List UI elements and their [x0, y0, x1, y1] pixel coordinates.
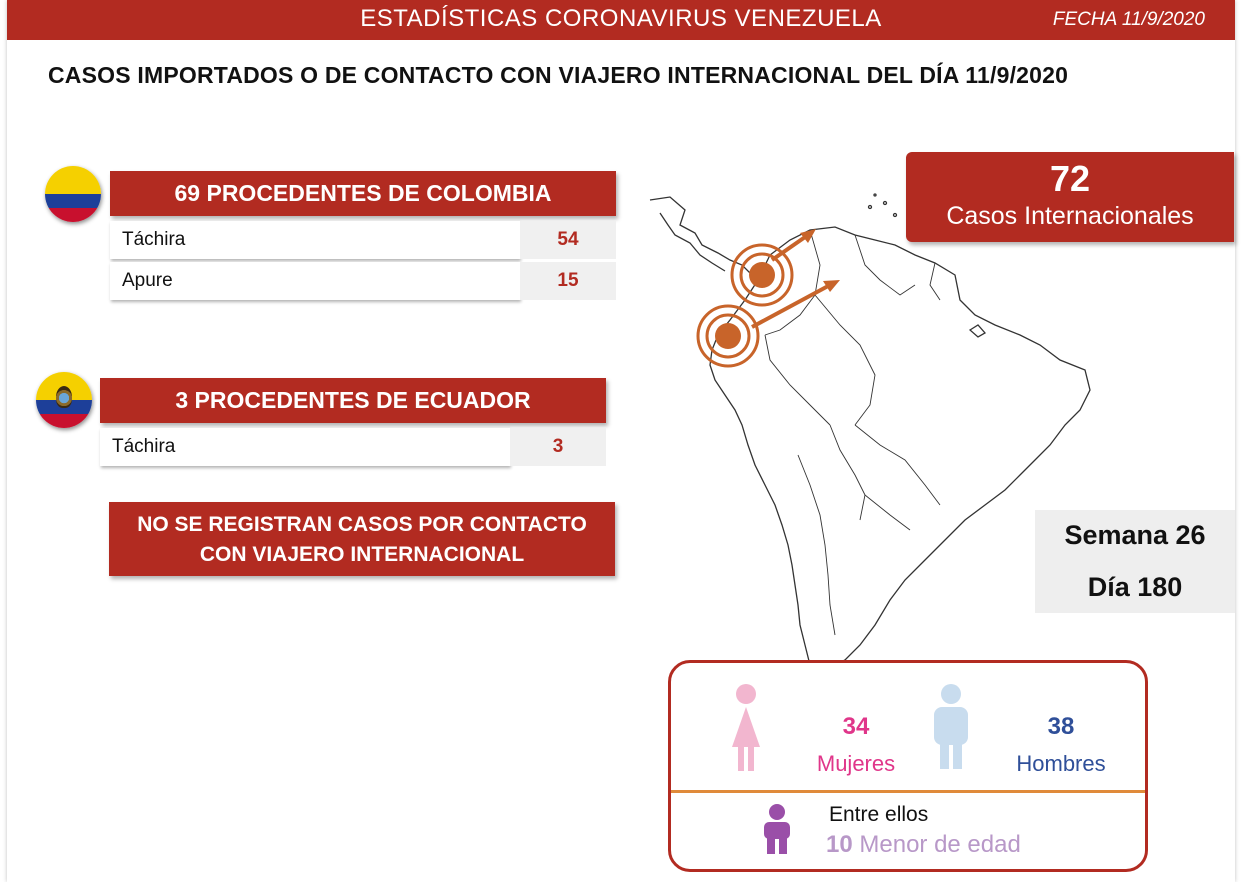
international-cases-box: 72 Casos Internacionales [906, 152, 1234, 242]
state-count: 3 [510, 428, 606, 466]
minor-count: 10 [826, 831, 853, 858]
table-row: Táchira 3 [100, 428, 606, 466]
colombia-flag-icon [45, 166, 101, 222]
international-label: Casos Internacionales [946, 202, 1194, 230]
no-contact-notice: NO SE REGISTRAN CASOS POR CONTACTO CON V… [109, 502, 615, 576]
gender-divider [671, 790, 1145, 793]
state-count: 15 [520, 262, 616, 300]
women-count: 34 [842, 713, 870, 740]
man-icon [934, 684, 968, 769]
minor-intro: Entre ellos [829, 803, 929, 826]
state-label: Táchira [100, 428, 510, 466]
state-label: Apure [110, 262, 520, 300]
men-label: Hombres [1016, 751, 1106, 776]
notice-line-1: NO SE REGISTRAN CASOS POR CONTACTO [137, 513, 587, 536]
table-row: Apure 15 [110, 262, 616, 300]
state-count: 54 [520, 221, 616, 259]
woman-icon [732, 684, 760, 771]
ecuador-flag-icon [36, 372, 92, 428]
header-date: FECHA 11/9/2020 [1052, 9, 1205, 30]
gender-breakdown-box: 34 Mujeres 38 Hombres Entre ellos 10 Men… [668, 660, 1148, 872]
minor-label: Menor de edad [859, 831, 1021, 858]
south-america-map [649, 193, 1091, 665]
colombia-title: 69 PROCEDENTES DE COLOMBIA [110, 171, 616, 216]
ecuador-title: 3 PROCEDENTES DE ECUADOR [100, 378, 606, 423]
child-icon [764, 804, 790, 854]
header-title: ESTADÍSTICAS CORONAVIRUS VENEZUELA [360, 5, 882, 32]
day-label: Día 180 [1087, 572, 1183, 602]
page-title: CASOS IMPORTADOS O DE CONTACTO CON VIAJE… [48, 62, 1069, 88]
week-label: Semana 26 [1064, 520, 1206, 550]
minor-line: 10 Menor de edad [826, 831, 1021, 859]
women-label: Mujeres [816, 751, 896, 776]
notice-line-2: CON VIAJERO INTERNACIONAL [199, 543, 525, 566]
table-row: Táchira 54 [110, 221, 616, 259]
state-label: Táchira [110, 221, 520, 259]
international-count: 72 [1049, 158, 1091, 199]
header-bar: ESTADÍSTICAS CORONAVIRUS VENEZUELA FECHA… [7, 0, 1235, 40]
men-count: 38 [1047, 713, 1075, 740]
week-day-box: Semana 26 Día 180 [1035, 510, 1235, 613]
